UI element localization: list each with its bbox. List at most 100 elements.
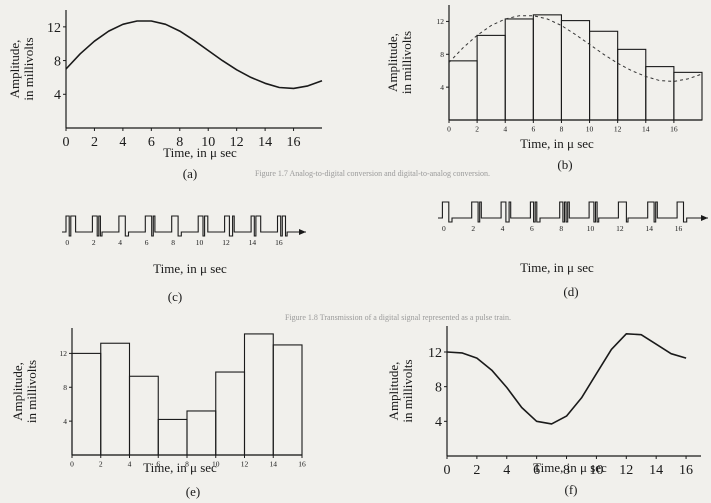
x-tick-label: 4 (118, 238, 122, 247)
x-tick-label: 6 (530, 224, 534, 233)
x-tick-label: 6 (145, 238, 149, 247)
x-tick-label: 14 (270, 460, 278, 469)
panel-label: (d) (563, 284, 578, 299)
sample-bar (476, 34, 506, 121)
sample-bar (589, 30, 619, 121)
y-tick-label: 8 (440, 50, 444, 59)
sample-bar (272, 344, 303, 456)
x-axis-label: Time, in μ sec (520, 260, 594, 275)
x-axis-label: Time, in μ sec (163, 145, 237, 160)
panel-label: (b) (557, 157, 572, 172)
x-tick-label: 16 (675, 224, 683, 233)
panel-b-sampled-signal: 0 2 4 6 8 10 12 14 16 4 8 12 Amplitude,in millivolts… (385, 5, 703, 172)
x-tick-label: 4 (128, 460, 132, 469)
x-tick-label: 12 (619, 463, 633, 478)
x-tick-label: 2 (91, 135, 98, 150)
sample-bar (186, 410, 217, 456)
signal-curve (65, 20, 323, 90)
pulse-waveform (438, 201, 702, 223)
y-axis-label-line-2: in millivolts (24, 360, 39, 423)
y-tick-label: 4 (440, 83, 444, 92)
y-axis-label-line-1: Amplitude, (7, 40, 22, 99)
x-tick-label: 0 (447, 125, 451, 134)
x-tick-label: 14 (649, 463, 663, 478)
panel-f-reconstructed-signal: 0 2 4 6 8 10 12 14 16 4 8 12 Amplitude,in millivolts… (386, 326, 701, 497)
panel-d-pulse-train: 0 2 4 6 8 10 12 14 16 Time, in μ sec (d) (438, 201, 708, 299)
x-tick-label: 6 (148, 135, 155, 150)
x-tick-label: 8 (176, 135, 183, 150)
panel-label: (f) (565, 482, 578, 497)
bleed-through-caption-2: Figure 1.8 Transmission of a digital sig… (285, 313, 511, 322)
x-tick-label: 16 (298, 460, 306, 469)
x-tick-label: 10 (587, 224, 595, 233)
x-axis-label: Time, in μ sec (520, 136, 594, 151)
sample-bar (243, 333, 274, 456)
x-tick-label: 10 (212, 460, 220, 469)
y-tick-label: 12 (47, 21, 61, 36)
x-tick-label: 12 (222, 238, 230, 247)
signal-curve (446, 332, 687, 425)
panel-label: (a) (183, 166, 197, 181)
x-tick-label: 16 (275, 238, 283, 247)
sample-bar (617, 48, 647, 121)
pulse-waveform (62, 215, 300, 237)
sample-bar (215, 371, 246, 456)
sample-bar (645, 66, 675, 121)
x-tick-label: 2 (471, 224, 475, 233)
bleed-through-caption-1: Figure 1.7 Analog-to-digital conversion … (255, 169, 490, 178)
x-tick-label: 4 (503, 125, 507, 134)
y-tick-label: 4 (54, 88, 61, 103)
sample-bar (100, 342, 131, 456)
panel-label: (c) (168, 289, 182, 304)
y-axis-label-line-1: Amplitude, (10, 362, 25, 421)
x-tick-label: 14 (249, 238, 257, 247)
x-tick-label: 2 (99, 460, 103, 469)
y-axis-label-line-2: in millivolts (400, 359, 415, 422)
sample-bar (504, 18, 534, 121)
x-tick-label: 16 (670, 125, 678, 134)
x-tick-label: 6 (156, 460, 160, 469)
x-axis-label: Time, in μ sec (143, 460, 217, 475)
x-tick-label: 14 (642, 125, 650, 134)
y-tick-label: 8 (435, 381, 442, 396)
y-axis-label-line-1: Amplitude, (385, 33, 400, 92)
panel-a-continuous-signal: 0 2 4 6 8 10 12 14 16 4 8 12 Amplitude,in millivolts… (7, 10, 323, 181)
y-tick-label: 12 (428, 346, 442, 361)
y-tick-label: 4 (63, 417, 67, 426)
x-tick-label: 12 (616, 224, 624, 233)
x-tick-label: 0 (65, 238, 69, 247)
x-tick-label: 4 (119, 135, 126, 150)
x-tick-label: 10 (586, 125, 594, 134)
sample-bar (560, 20, 591, 121)
x-tick-label: 0 (70, 460, 74, 469)
x-tick-label: 6 (531, 125, 535, 134)
x-tick-label: 12 (614, 125, 622, 134)
x-tick-label: 10 (201, 135, 215, 150)
x-tick-label: 0 (444, 463, 451, 478)
sample-bar (532, 14, 562, 121)
panel-c-pulse-train: 0 2 4 6 8 10 12 14 16 Time, in μ sec (c) (62, 215, 306, 304)
y-axis-label: Amplitude,in millivolts (10, 360, 39, 423)
y-tick-label: 4 (435, 415, 442, 430)
x-tick-label: 16 (679, 463, 693, 478)
x-tick-label: 2 (475, 125, 479, 134)
x-tick-label: 0 (442, 224, 446, 233)
sample-bar (128, 375, 159, 456)
x-tick-label: 8 (185, 460, 189, 469)
y-tick-label: 12 (437, 17, 445, 26)
x-tick-label: 10 (589, 463, 603, 478)
x-tick-label: 4 (503, 463, 510, 478)
x-tick-label: 10 (196, 238, 204, 247)
y-axis-label: Amplitude,in millivolts (386, 359, 415, 422)
x-tick-label: 12 (241, 460, 249, 469)
panel-e-reconstructed-samples: 0 2 4 6 8 10 12 14 16 4 8 12 Amplitude,in millivolts… (10, 328, 306, 499)
x-tick-label: 8 (560, 125, 564, 134)
y-axis-label: Amplitude,in millivolts (7, 37, 36, 100)
x-tick-label: 14 (645, 224, 653, 233)
bleed-through-layer: Figure 1.7 Analog-to-digital conversion … (255, 169, 511, 322)
x-tick-label: 6 (533, 463, 540, 478)
panel-label: (e) (186, 484, 200, 499)
x-tick-label: 14 (258, 135, 272, 150)
sample-bar (673, 71, 703, 121)
